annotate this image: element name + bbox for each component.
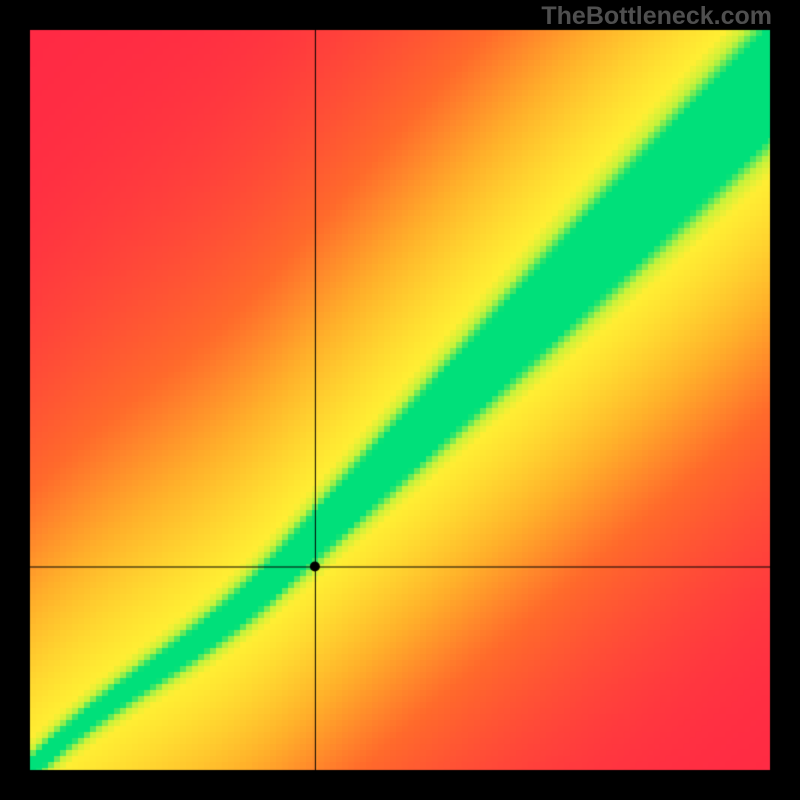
- bottleneck-heatmap: [0, 0, 800, 800]
- chart-container: TheBottleneck.com: [0, 0, 800, 800]
- watermark-text: TheBottleneck.com: [541, 2, 772, 31]
